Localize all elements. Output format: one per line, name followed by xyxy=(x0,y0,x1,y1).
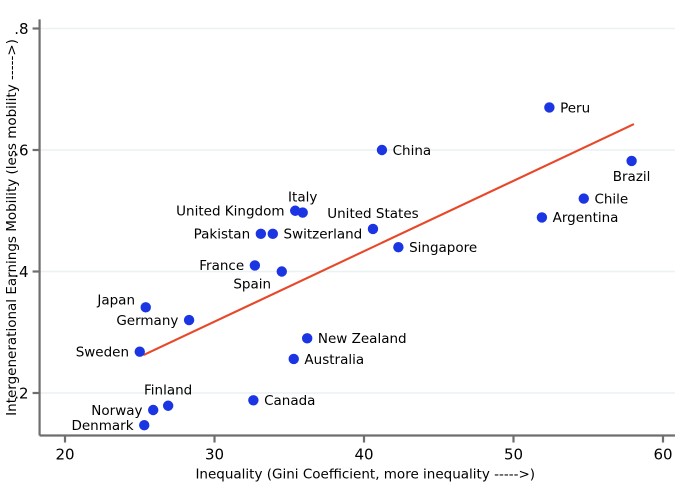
data-point-label: United Kingdom xyxy=(176,204,284,220)
data-point-label: France xyxy=(199,258,244,274)
y-axis-title: Intergenerational Earnings Mobility (les… xyxy=(4,39,20,416)
data-point-marker[interactable] xyxy=(134,346,145,357)
data-point-marker[interactable] xyxy=(367,223,379,235)
y-tick-label: .4 xyxy=(14,263,28,281)
data-point-label: China xyxy=(393,143,432,159)
data-point-label: Australia xyxy=(304,352,364,368)
data-point-marker[interactable] xyxy=(148,404,159,416)
data-point-label: Pakistan xyxy=(194,227,251,243)
data-point-marker[interactable] xyxy=(626,155,637,167)
data-point-marker[interactable] xyxy=(301,333,313,344)
data-point-label: New Zealand xyxy=(318,331,407,347)
data-point-marker[interactable] xyxy=(544,102,555,113)
x-tick-label: 50 xyxy=(504,446,523,464)
data-point[interactable]: Japan xyxy=(96,292,151,313)
data-point-label: Chile xyxy=(594,191,628,207)
data-point-label: Brazil xyxy=(613,169,651,185)
x-tick-label: 60 xyxy=(653,446,672,464)
data-point[interactable]: Brazil xyxy=(613,155,651,185)
data-point[interactable]: Norway xyxy=(91,403,159,419)
data-point-marker[interactable] xyxy=(267,228,279,240)
data-point[interactable]: Chile xyxy=(578,191,629,207)
data-point[interactable]: Denmark xyxy=(71,418,150,434)
data-point-label: Switzerland xyxy=(284,227,363,243)
data-point[interactable]: Spain xyxy=(233,266,287,293)
data-point-marker[interactable] xyxy=(288,353,299,365)
data-point[interactable]: China xyxy=(376,143,432,159)
trend-line xyxy=(143,123,635,356)
data-point[interactable]: Peru xyxy=(544,100,590,116)
data-point-marker[interactable] xyxy=(393,242,404,253)
data-point-label: Japan xyxy=(96,292,135,308)
data-point-label: Sweden xyxy=(76,344,129,360)
data-point-marker[interactable] xyxy=(249,260,261,271)
data-point-marker[interactable] xyxy=(536,212,548,223)
data-point-marker[interactable] xyxy=(276,266,287,277)
data-point[interactable]: Switzerland xyxy=(267,227,363,243)
data-point[interactable]: Sweden xyxy=(76,344,145,360)
data-point[interactable]: Australia xyxy=(288,352,365,368)
data-point-label: United States xyxy=(327,206,418,222)
data-point[interactable]: United States xyxy=(327,206,419,235)
data-point[interactable]: Argentina xyxy=(536,210,619,226)
data-point[interactable]: Pakistan xyxy=(194,227,267,243)
data-point[interactable]: Singapore xyxy=(393,240,477,256)
data-point-label: Peru xyxy=(560,100,590,116)
data-point-label: Finland xyxy=(144,383,192,399)
y-tick-label: .8 xyxy=(14,20,28,38)
y-tick-label: .2 xyxy=(14,385,28,403)
data-point[interactable]: Germany xyxy=(116,313,195,329)
data-point[interactable]: Canada xyxy=(248,393,315,409)
data-point[interactable]: France xyxy=(199,258,261,274)
data-point[interactable]: Finland xyxy=(144,383,192,411)
data-point-label: Norway xyxy=(91,403,142,419)
data-point-label: Italy xyxy=(288,189,317,205)
data-point-marker[interactable] xyxy=(290,205,301,216)
x-tick-label: 40 xyxy=(354,446,373,464)
y-tick-label: .6 xyxy=(14,142,28,160)
data-point[interactable]: United Kingdom xyxy=(176,204,301,220)
data-point-marker[interactable] xyxy=(139,419,150,431)
data-point-label: Denmark xyxy=(71,418,133,434)
data-point-label: Argentina xyxy=(553,210,619,226)
data-point-marker[interactable] xyxy=(255,228,267,240)
data-point-marker[interactable] xyxy=(578,193,589,204)
data-point[interactable]: New Zealand xyxy=(301,331,407,347)
data-point-marker[interactable] xyxy=(162,400,174,411)
data-point-label: Spain xyxy=(233,277,271,293)
x-tick-label: 20 xyxy=(55,446,74,464)
x-axis-title: Inequality (Gini Coefficient, more inequ… xyxy=(195,467,535,483)
data-point-label: Germany xyxy=(116,313,178,329)
data-point-label: Canada xyxy=(264,393,315,409)
data-point-marker[interactable] xyxy=(140,302,151,313)
data-point-marker[interactable] xyxy=(376,144,388,156)
data-point-label: Singapore xyxy=(409,240,477,256)
x-tick-label: 30 xyxy=(205,446,224,464)
data-point-marker[interactable] xyxy=(183,314,195,326)
data-point-marker[interactable] xyxy=(248,395,259,406)
